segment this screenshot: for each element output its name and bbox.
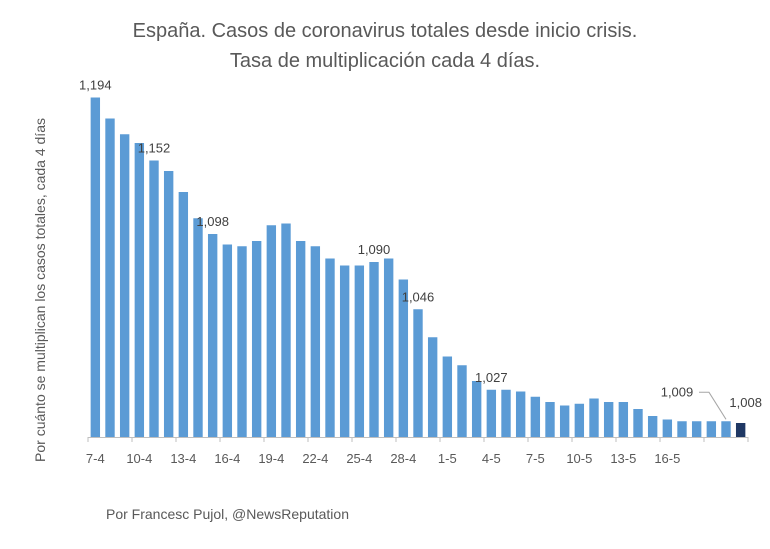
bar-10 bbox=[237, 246, 247, 437]
bar-4 bbox=[149, 160, 159, 437]
bar-19 bbox=[369, 262, 379, 437]
bar-33 bbox=[574, 403, 585, 437]
data-label: 1,009 bbox=[661, 384, 694, 399]
bar-1 bbox=[105, 118, 115, 437]
bar-15 bbox=[310, 246, 321, 437]
x-tick-label: 28-4 bbox=[390, 451, 416, 466]
x-tick-label: 7-5 bbox=[526, 451, 545, 466]
bar-27 bbox=[486, 389, 497, 437]
chart-title-line-2: Tasa de multiplicación cada 4 días. bbox=[230, 50, 540, 72]
bar-36 bbox=[618, 402, 629, 437]
x-tick-label: 10-4 bbox=[126, 451, 152, 466]
x-tick-label: 25-4 bbox=[346, 451, 372, 466]
bar-21 bbox=[398, 279, 409, 437]
bar-0 bbox=[90, 97, 101, 437]
bar-44 bbox=[735, 423, 746, 437]
bar-24 bbox=[442, 356, 453, 437]
data-labels-group: 1,194 1,152 1,098 1,090 1,046 1,027 1,009 1,008 bbox=[79, 78, 762, 420]
bar-28 bbox=[501, 389, 511, 437]
x-tick-label: 7-4 bbox=[86, 451, 105, 466]
data-label: 1,098 bbox=[196, 214, 229, 229]
bar-29 bbox=[515, 391, 526, 437]
x-tick-label: 16-5 bbox=[654, 451, 680, 466]
data-label: 1,027 bbox=[475, 370, 508, 385]
bar-13 bbox=[281, 223, 291, 437]
bar-8 bbox=[207, 234, 218, 437]
x-tick-label: 19-4 bbox=[258, 451, 284, 466]
bar-37 bbox=[633, 409, 643, 437]
bar-30 bbox=[530, 396, 541, 437]
bar-31 bbox=[545, 402, 555, 437]
x-tick-label: 13-4 bbox=[170, 451, 196, 466]
bar-39 bbox=[662, 419, 673, 437]
data-label-leader-line bbox=[699, 391, 727, 420]
bars-group bbox=[90, 97, 746, 437]
bar-38 bbox=[647, 416, 658, 437]
bar-11 bbox=[251, 241, 262, 437]
x-tick-label: 10-5 bbox=[566, 451, 592, 466]
bar-25 bbox=[457, 365, 467, 437]
bar-12 bbox=[266, 225, 277, 437]
bar-26 bbox=[471, 381, 482, 437]
bar-41 bbox=[691, 421, 702, 437]
bar-40 bbox=[677, 421, 687, 437]
bar-20 bbox=[383, 258, 394, 437]
data-label: 1,194 bbox=[79, 78, 112, 93]
data-label: 1,152 bbox=[138, 141, 171, 156]
bar-14 bbox=[295, 241, 306, 437]
bar-9 bbox=[222, 244, 233, 437]
data-label: 1,090 bbox=[358, 242, 391, 257]
bar-34 bbox=[589, 398, 599, 437]
bar-5 bbox=[163, 171, 174, 437]
bar-32 bbox=[559, 405, 570, 437]
bar-3 bbox=[134, 143, 145, 437]
x-tick-label: 22-4 bbox=[302, 451, 328, 466]
chart-title-line-1: España. Casos de coronavirus totales des… bbox=[133, 20, 638, 42]
bar-22 bbox=[413, 309, 423, 437]
bar-42 bbox=[706, 421, 717, 437]
bar-17 bbox=[339, 265, 350, 437]
x-tick-label: 16-4 bbox=[214, 451, 240, 466]
x-tick-label: 4-5 bbox=[482, 451, 501, 466]
bar-2 bbox=[119, 134, 130, 437]
bar-35 bbox=[603, 402, 614, 437]
bar-7 bbox=[193, 218, 203, 437]
bar-43 bbox=[721, 421, 731, 437]
x-tick-label: 13-5 bbox=[610, 451, 636, 466]
data-label: 1,046 bbox=[402, 289, 435, 304]
bar-18 bbox=[354, 265, 365, 437]
x-ticks-group: 7-4 10-4 13-4 16-4 19-4 22-4 25-4 28-4 1-5 4-5 7-5… bbox=[86, 437, 749, 466]
data-label: 1,008 bbox=[729, 395, 762, 410]
bar-6 bbox=[178, 192, 189, 437]
credit-text: Por Francesc Pujol, @NewsReputation bbox=[106, 506, 349, 522]
bar-16 bbox=[325, 258, 335, 437]
bar-23 bbox=[427, 337, 438, 437]
y-axis-label: Por cuánto se multiplican los casos tota… bbox=[32, 118, 48, 462]
x-tick-label: 1-5 bbox=[438, 451, 457, 466]
